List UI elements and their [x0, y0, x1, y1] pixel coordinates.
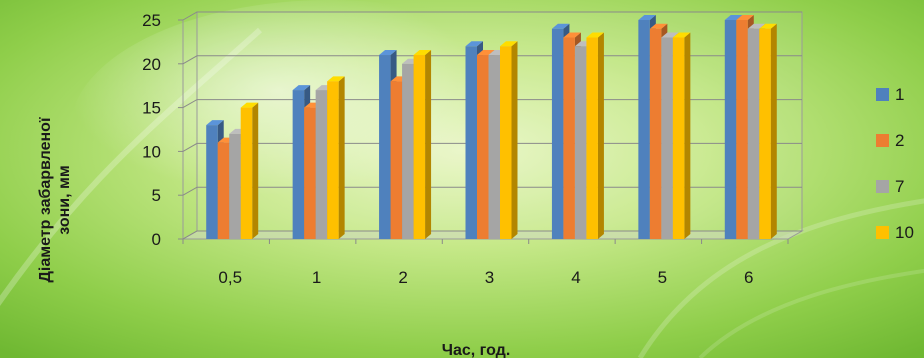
bar-top: [747, 23, 766, 29]
bar: [586, 32, 604, 239]
legend: 1 2 7 10: [876, 85, 914, 242]
bar-front: [574, 46, 587, 239]
bar-top: [649, 23, 668, 29]
legend-swatch: [876, 226, 889, 239]
y-tick-label: 0: [152, 230, 161, 249]
legend-label: 2: [895, 131, 904, 150]
x-tick-label: 4: [571, 268, 580, 287]
bar-side: [338, 76, 345, 239]
bar-front: [672, 37, 685, 239]
bar-top: [586, 32, 604, 38]
bar-side: [684, 32, 691, 239]
gridline: [182, 11, 802, 21]
bar-top: [661, 32, 679, 38]
bar-series: [206, 15, 777, 240]
y-tick-label: 10: [142, 142, 161, 161]
bar-front: [759, 28, 771, 240]
bar-front: [315, 90, 328, 239]
bar-front: [327, 81, 339, 239]
bar-front: [292, 90, 305, 239]
bar-front: [240, 107, 253, 239]
bar-front: [379, 55, 391, 239]
bar-front: [500, 46, 512, 239]
legend-label: 1: [895, 85, 904, 104]
bar: [327, 76, 345, 239]
bar-top: [206, 120, 224, 126]
bar-front: [661, 37, 673, 239]
y-tick-label: 15: [142, 99, 161, 118]
bar-front: [413, 55, 426, 239]
y-axis-title-line1: Діаметр забарвленої: [37, 117, 54, 282]
bar-top: [563, 32, 581, 38]
y-tick-label: 20: [142, 55, 161, 74]
legend-swatch: [876, 134, 889, 147]
bar-front: [217, 142, 230, 239]
bar-front: [229, 133, 241, 239]
x-tick-label: 6: [744, 268, 753, 287]
bar-side: [770, 23, 777, 240]
bar-front: [747, 28, 760, 240]
bar-front: [390, 81, 403, 239]
bar-front: [402, 63, 414, 239]
bar-top: [724, 15, 743, 20]
bar-top: [759, 23, 777, 29]
bar-front: [488, 55, 500, 239]
bar-top: [465, 41, 483, 47]
bar-front: [563, 37, 575, 239]
legend-label: 10: [895, 223, 914, 242]
bar-front: [638, 20, 650, 239]
bar-front: [724, 20, 737, 239]
bar-front: [736, 20, 748, 239]
x-tick-label: 0,5: [218, 268, 242, 287]
bar-front: [206, 125, 218, 239]
bar-front: [465, 46, 477, 239]
bar-top: [292, 85, 311, 91]
bar-side: [511, 41, 518, 239]
x-axis-ticks: 0,5 1 2 3 4 5 6: [182, 239, 789, 287]
bar: [672, 32, 691, 239]
legend-swatch: [876, 180, 889, 193]
bar-top: [736, 15, 754, 20]
bar-front: [586, 37, 598, 239]
bar-top: [327, 76, 345, 82]
bar-top: [551, 23, 570, 29]
bar-top: [379, 50, 397, 56]
x-tick-label: 3: [485, 268, 494, 287]
bar-top: [240, 102, 259, 108]
bar-front: [551, 28, 564, 240]
y-axis-title: Діаметр забарвленої зони, мм: [37, 117, 73, 282]
bar-top: [638, 15, 656, 20]
x-axis-title: Час, год.: [442, 342, 511, 358]
y-tick-label: 25: [142, 11, 161, 30]
legend-swatch: [876, 88, 889, 101]
bar: [240, 102, 259, 239]
bar-top: [500, 41, 518, 47]
x-tick-label: 1: [312, 268, 321, 287]
bar-side: [425, 50, 432, 239]
bar-side: [597, 32, 604, 239]
bar: [500, 41, 518, 239]
y-axis-ticks: 0 5 10 15 20 25: [142, 11, 183, 249]
bar: [413, 50, 432, 239]
bar-front: [649, 28, 662, 240]
bar-top: [413, 50, 432, 56]
bar: [759, 23, 777, 240]
bar-side: [252, 102, 259, 239]
y-tick-label: 5: [152, 186, 161, 205]
bar-front: [477, 55, 489, 239]
bar-top: [672, 32, 691, 38]
y-axis-title-line2: зони, мм: [56, 165, 73, 234]
legend-label: 7: [895, 177, 904, 196]
x-tick-label: 2: [398, 268, 407, 287]
bar-top: [477, 50, 495, 56]
x-tick-label: 5: [658, 268, 667, 287]
bar-front: [304, 107, 316, 239]
